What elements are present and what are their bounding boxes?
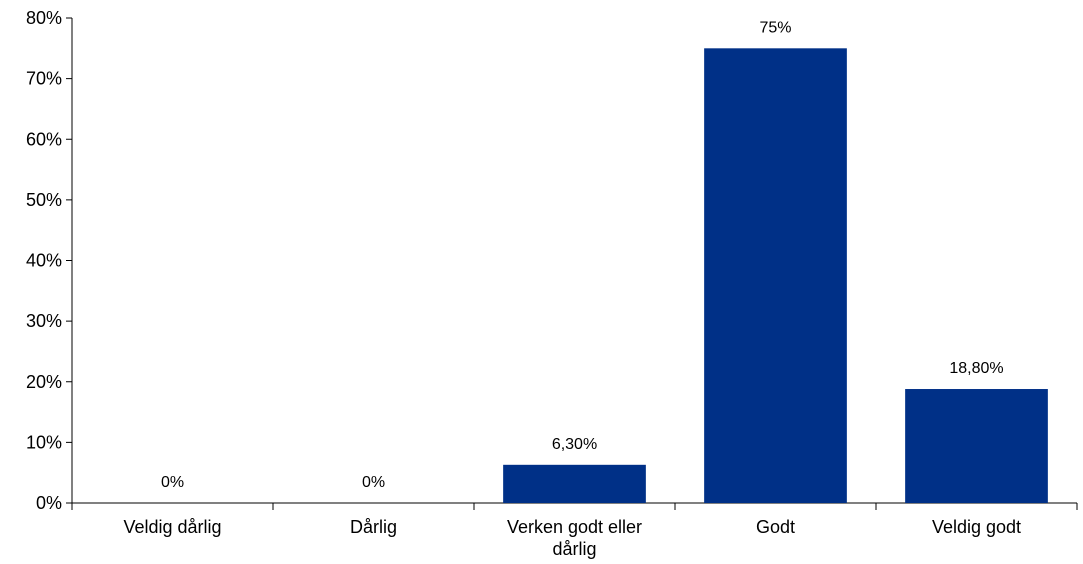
bar (503, 464, 646, 503)
x-tick-label: Verken godt eller dårlig (507, 517, 642, 559)
y-tick-label: 20% (26, 372, 62, 392)
x-tick-label: Dårlig (350, 517, 397, 537)
data-label: 0% (362, 474, 385, 491)
y-tick-label: 60% (26, 129, 62, 149)
category-labels: Veldig dårlig Dårlig Verken godt eller dårl… (123, 517, 1021, 559)
data-label: 18,80% (949, 360, 1003, 377)
data-label: 0% (161, 474, 184, 491)
y-tick-label: 80% (26, 8, 62, 28)
x-axis (71, 502, 1078, 510)
bar (704, 48, 847, 503)
y-tick-label: 10% (26, 432, 62, 452)
bars (503, 48, 1048, 503)
y-tick-label: 70% (26, 69, 62, 89)
data-labels: 0% 0% 6,30% 75% 18,80% (161, 19, 1004, 491)
bar (905, 389, 1048, 503)
y-tick-label: 0% (36, 493, 62, 513)
x-tick-label: Veldig godt (932, 517, 1021, 537)
data-label: 75% (759, 19, 791, 36)
y-tick-label: 40% (26, 251, 62, 271)
y-tick-label: 30% (26, 311, 62, 331)
x-tick-label: Godt (756, 517, 795, 537)
y-axis: 0% 10% 20% 30% 40% 50% 60% 70% 80% (26, 8, 73, 513)
x-tick-label: Veldig dårlig (123, 517, 221, 537)
data-label: 6,30% (552, 436, 597, 453)
y-tick-label: 50% (26, 190, 62, 210)
